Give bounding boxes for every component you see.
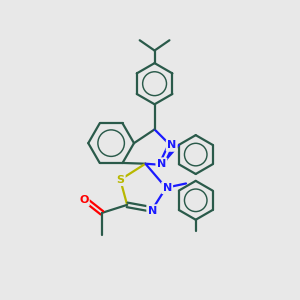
Text: S: S: [116, 175, 124, 185]
Text: O: O: [79, 195, 88, 205]
Text: N: N: [148, 206, 157, 216]
Text: N: N: [163, 183, 172, 193]
Text: N: N: [167, 140, 176, 150]
Text: N: N: [157, 159, 166, 169]
